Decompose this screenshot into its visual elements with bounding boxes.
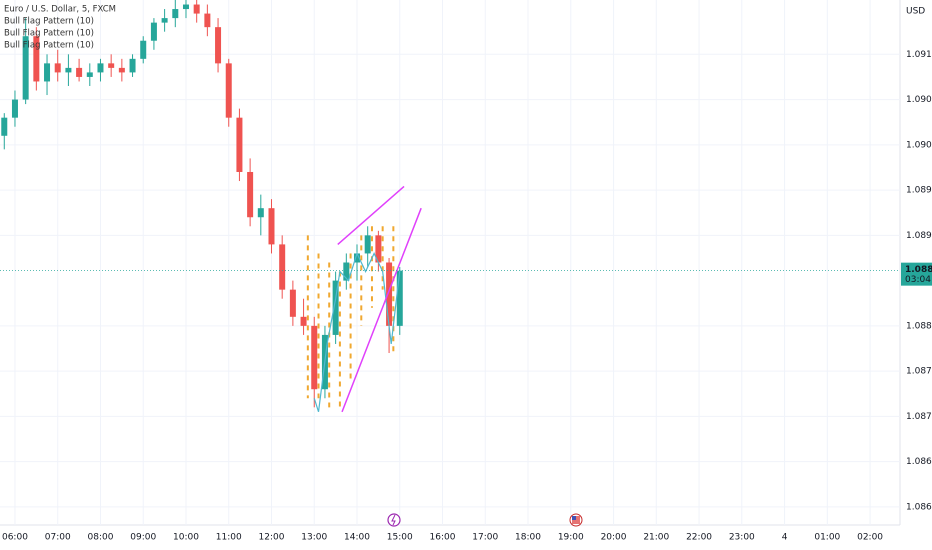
candle-body xyxy=(97,63,104,73)
candle-body xyxy=(396,270,403,326)
x-tick-label: 17:00 xyxy=(472,533,498,543)
x-tick-label: 23:00 xyxy=(729,533,755,543)
candle-body xyxy=(386,262,393,326)
x-tick-label: 18:00 xyxy=(515,533,541,543)
candle-body xyxy=(268,208,275,245)
x-tick-label: 21:00 xyxy=(643,533,669,543)
indicator-label[interactable]: Bull Flag Pattern (10) xyxy=(4,41,94,51)
x-tick-label: 10:00 xyxy=(173,533,199,543)
y-tick-label: 1.09100 xyxy=(906,50,932,60)
x-tick-label: 01:00 xyxy=(814,533,840,543)
candle-body xyxy=(236,117,243,172)
candle-body xyxy=(86,72,93,77)
x-tick-label: 14:00 xyxy=(344,533,370,543)
x-tick-label: 07:00 xyxy=(45,533,71,543)
candle-body xyxy=(140,40,147,59)
event-icon[interactable] xyxy=(569,513,583,527)
candle-body xyxy=(354,253,361,263)
candle-body xyxy=(215,27,222,64)
candle-body xyxy=(311,325,318,390)
indicator-label[interactable]: Bull Flag Pattern (10) xyxy=(4,17,94,27)
candle-body xyxy=(161,18,168,23)
trend-line xyxy=(341,207,422,413)
candle-body xyxy=(375,235,382,263)
grid xyxy=(0,0,900,525)
x-tick-label: 19:00 xyxy=(558,533,584,543)
y-tick-label: 1.09000 xyxy=(906,140,932,150)
x-tick-label: 16:00 xyxy=(430,533,456,543)
candle-body xyxy=(118,67,125,73)
legend: Euro / U.S. Dollar, 5, FXCM Bull Flag Pa… xyxy=(4,5,116,51)
plot xyxy=(0,0,900,413)
candle-body xyxy=(76,67,83,77)
zigzag-line xyxy=(313,251,401,413)
currency-label: USD xyxy=(906,7,925,17)
candle-body xyxy=(332,280,339,335)
countdown-label: 03:04 xyxy=(905,275,931,285)
y-tick-label: 1.08950 xyxy=(906,186,932,196)
candle-body xyxy=(193,4,200,14)
y-tick-label: 1.08650 xyxy=(906,457,932,467)
candle-body xyxy=(65,67,72,73)
y-tick-label: 1.08900 xyxy=(906,231,932,241)
candle-body xyxy=(129,58,136,73)
event-icon[interactable] xyxy=(387,513,401,527)
candle-body xyxy=(225,63,232,118)
candle-body xyxy=(247,171,254,218)
x-tick-label: 09:00 xyxy=(130,533,156,543)
y-tick-label: 1.09050 xyxy=(906,95,932,105)
candle-body xyxy=(33,36,40,82)
candle-body xyxy=(279,244,286,290)
x-tick-label: 12:00 xyxy=(259,533,285,543)
x-tick-label: 20:00 xyxy=(601,533,627,543)
x-tick-label: 13:00 xyxy=(301,533,327,543)
trend-line xyxy=(337,185,405,245)
x-tick-label: 06:00 xyxy=(2,533,28,543)
y-tick-label: 1.08750 xyxy=(906,367,932,377)
symbol-title: Euro / U.S. Dollar, 5, FXCM xyxy=(4,5,116,15)
candle-body xyxy=(44,63,51,82)
candle-body xyxy=(343,262,350,281)
candle-body xyxy=(204,13,211,28)
x-tick-label: 02:00 xyxy=(857,533,883,543)
candle-body xyxy=(150,22,157,41)
candle-body xyxy=(108,63,115,68)
last-price-label: 1.08861 xyxy=(905,265,932,275)
candle-body xyxy=(300,316,307,326)
candle-body xyxy=(289,289,296,317)
x-tick-label: 08:00 xyxy=(88,533,114,543)
candle-body xyxy=(1,117,8,136)
candle-body xyxy=(11,99,18,118)
x-tick-label: 11:00 xyxy=(216,533,242,543)
candle-body xyxy=(182,4,189,10)
last-price-tag xyxy=(901,262,932,286)
x-tick-label: 22:00 xyxy=(686,533,712,543)
indicator-label[interactable]: Bull Flag Pattern (10) xyxy=(4,29,94,39)
candle-body xyxy=(22,36,29,100)
y-tick-label: 1.08700 xyxy=(906,412,932,422)
candle-body xyxy=(172,9,179,19)
x-tick-label: 15:00 xyxy=(387,533,413,543)
y-tick-label: 1.08800 xyxy=(906,321,932,331)
candle-body xyxy=(364,235,371,254)
candle-body xyxy=(54,63,61,73)
candle-body xyxy=(257,208,264,218)
x-tick-label: 4 xyxy=(782,533,788,543)
y-tick-label: 1.08600 xyxy=(906,502,932,512)
